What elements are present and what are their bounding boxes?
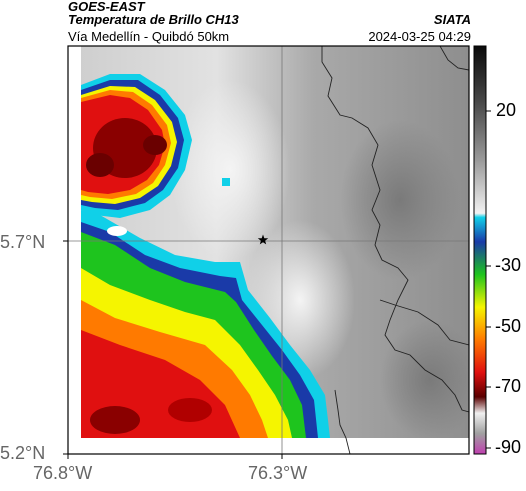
admin-boundary-line-2 (379, 299, 469, 346)
colorbar-tick-20: 20 (496, 100, 517, 120)
lat-tick-label-2: 5.2°N (0, 443, 46, 463)
colorbar-tick-minus50: -50 (495, 316, 522, 336)
organization-label: SIATA (433, 12, 471, 27)
lon-tick-label-2: 76.3°W (248, 463, 308, 483)
lon-tick-label-1: 76.8°W (33, 463, 93, 483)
satellite-name: GOES-EAST (68, 0, 145, 14)
colorbar-tick-minus70: -70 (495, 376, 522, 396)
map-plot-area (68, 46, 469, 454)
colorbar-tick-minus30: -30 (495, 255, 522, 275)
colorbar (473, 45, 487, 455)
lat-tick-label-1: 5.7°N (0, 232, 46, 252)
star-icon (257, 234, 269, 245)
area-subtitle: Vía Medellín - Quibdó 50km (68, 29, 230, 44)
admin-boundary-line-3 (334, 389, 351, 454)
admin-boundary-line-4 (439, 46, 469, 71)
colorbar-tick-minus90: -90 (495, 437, 522, 457)
product-title: Temperatura de Brillo CH13 (68, 12, 239, 27)
storm-cloud-south (81, 210, 330, 438)
admin-boundary-line (321, 46, 469, 413)
storm-cloud-north (81, 74, 192, 218)
timestamp-label: 2024-03-25 04:29 (368, 29, 471, 44)
map-frame (67, 45, 470, 455)
